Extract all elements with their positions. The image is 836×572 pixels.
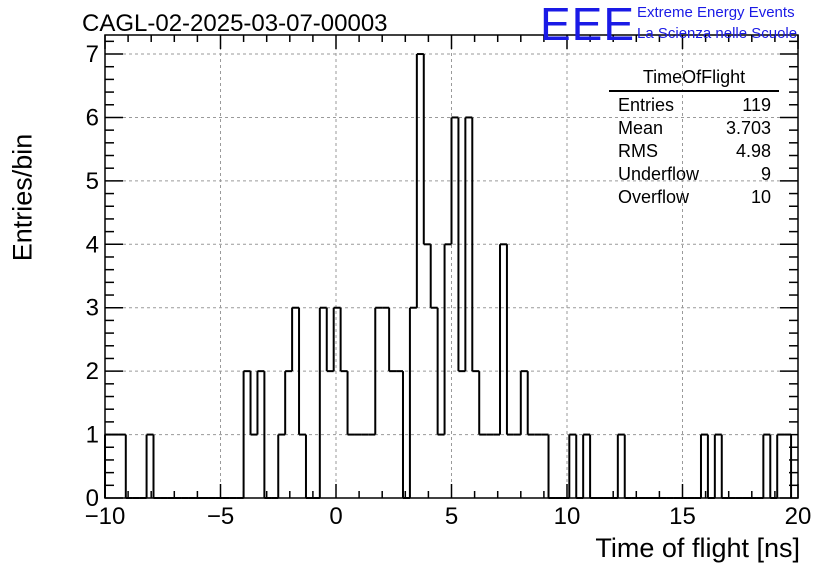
- grid-lines: [105, 35, 798, 498]
- y-axis-label: Entries/bin: [7, 133, 38, 262]
- stats-label: Mean: [618, 118, 664, 138]
- x-tick-label: 15: [669, 503, 696, 530]
- stats-value: 10: [750, 187, 771, 207]
- stats-row-mean: Mean 3.703: [609, 117, 779, 140]
- y-tick-label: 3: [86, 295, 99, 322]
- stats-label: RMS: [618, 141, 658, 161]
- x-tick-label: −10: [85, 503, 126, 530]
- logo-line-2: La Scienza nelle Scuole: [637, 25, 798, 42]
- y-tick-label: 0: [86, 485, 99, 512]
- y-tick-labels: 0 1 2 3 4 5 6 7: [86, 41, 99, 512]
- x-tick-label: 5: [445, 503, 458, 530]
- x-tick-label: 0: [329, 503, 342, 530]
- stats-value: 119: [742, 95, 771, 115]
- stats-box: TimeOfFlight Entries 119 Mean 3.703 RMS …: [609, 67, 779, 209]
- x-tick-labels: −10 −5 0 5 10 15 20: [85, 503, 812, 530]
- y-tick-label: 4: [86, 231, 99, 258]
- stats-row-entries: Entries 119: [609, 94, 779, 117]
- y-tick-label: 2: [86, 358, 99, 385]
- y-tick-label: 1: [86, 422, 99, 449]
- stats-value: 3.703: [725, 118, 771, 138]
- stats-row-overflow: Overflow 10: [609, 186, 779, 209]
- stats-label: Overflow: [618, 187, 690, 207]
- x-tick-label: 20: [785, 503, 812, 530]
- x-tick-label: 10: [554, 503, 581, 530]
- stats-row-underflow: Underflow 9: [609, 163, 779, 186]
- logo-line-1: Extreme Energy Events: [637, 4, 795, 21]
- x-tick-label: −5: [207, 503, 234, 530]
- stats-label: Underflow: [618, 164, 700, 184]
- stats-label: Entries: [618, 95, 675, 115]
- eee-logo: EEE: [540, 0, 636, 50]
- x-axis-label: Time of flight [ns]: [595, 533, 800, 563]
- stats-value: 4.98: [735, 141, 771, 161]
- y-tick-label: 6: [86, 104, 99, 131]
- stats-title: TimeOfFlight: [609, 67, 779, 92]
- stats-value: 9: [760, 164, 771, 184]
- y-tick-label: 5: [86, 168, 99, 195]
- stats-row-rms: RMS 4.98: [609, 140, 779, 163]
- chart-title: CAGL-02-2025-03-07-00003: [82, 10, 388, 37]
- axis-ticks: [104, 35, 799, 499]
- y-tick-label: 7: [86, 41, 99, 68]
